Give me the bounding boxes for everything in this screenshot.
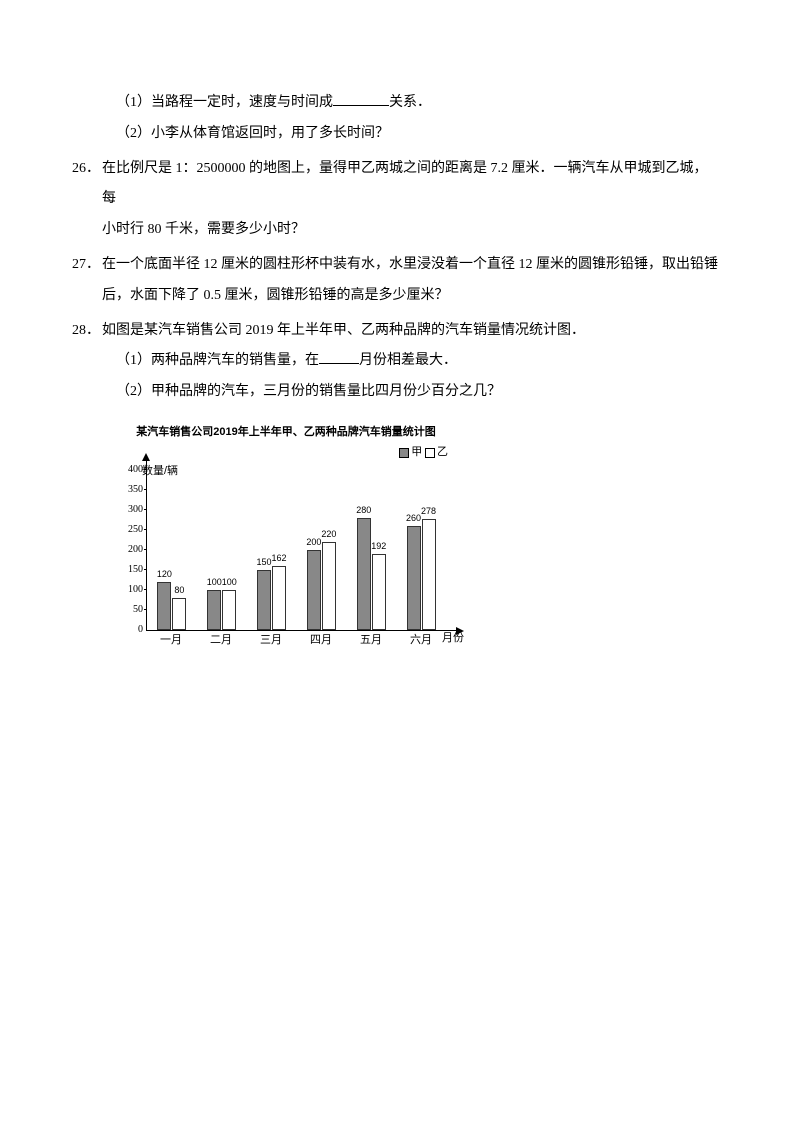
bar-value-label: 120: [157, 570, 172, 579]
axis-arrow-y-icon: [142, 453, 150, 461]
bar-group: 150162: [257, 566, 286, 631]
q26-num: 26．: [72, 154, 102, 216]
xtick-label: 二月: [205, 633, 237, 648]
bar-value-label: 80: [174, 586, 184, 595]
ytick-label: 100: [119, 585, 143, 595]
q27-line1: 在一个底面半径 12 厘米的圆柱形杯中装有水，水里浸没着一个直径 12 厘米的圆…: [102, 250, 721, 281]
chart-plot-area: 月份 12080100100150162200220280192260278 0…: [146, 461, 456, 631]
sales-chart: 某汽车销售公司2019年上半年甲、乙两种品牌汽车销量统计图 甲 乙 数量/辆 月…: [116, 420, 456, 649]
chart-xlabels: 一月 二月 三月 四月 五月 六月: [146, 631, 446, 648]
ytick-label: 300: [119, 505, 143, 515]
q28-sub1: （1）两种品牌汽车的销售量，在 月份相差最大．: [72, 346, 721, 377]
q28-line1: 如图是某汽车销售公司 2019 年上半年甲、乙两种品牌的汽车销量情况统计图．: [102, 316, 721, 347]
q28-sub2: （2）甲种品牌的汽车，三月份的销售量比四月份少百分之几？: [72, 377, 721, 408]
bar-series-b: 192: [372, 554, 386, 631]
q28-sub1-suffix: 月份相差最大．: [359, 353, 457, 368]
bar-series-b: 278: [422, 519, 436, 630]
q27-line2: 后，水面下降了 0.5 厘米，圆锥形铅锤的高是多少厘米？: [72, 281, 721, 312]
bar-value-label: 162: [272, 554, 287, 563]
q27: 27． 在一个底面半径 12 厘米的圆柱形杯中装有水，水里浸没着一个直径 12 …: [72, 250, 721, 281]
ytick-label: 400: [119, 465, 143, 475]
bar-group: 260278: [407, 519, 436, 630]
bar-group: 100100: [207, 590, 236, 630]
bar-series-a: 150: [257, 570, 271, 630]
bar-series-b: 162: [272, 566, 286, 631]
chart-bars: 12080100100150162200220280192260278: [147, 470, 446, 630]
q25-sub2: （2）小李从体育馆返回时，用了多长时间？: [72, 119, 721, 150]
chart-legend: 甲 乙: [116, 446, 456, 459]
ytick-mark: [144, 529, 147, 530]
ytick-label: 50: [119, 605, 143, 615]
ytick-mark: [144, 549, 147, 550]
q27-num: 27．: [72, 250, 102, 281]
bar-series-a: 100: [207, 590, 221, 630]
bar-series-a: 280: [357, 518, 371, 630]
xtick-label: 一月: [155, 633, 187, 648]
bar-group: 200220: [307, 542, 336, 630]
bar-value-label: 220: [321, 530, 336, 539]
ytick-mark: [144, 609, 147, 610]
bar-value-label: 200: [306, 538, 321, 547]
bar-series-b: 80: [172, 598, 186, 630]
ytick-mark: [144, 569, 147, 570]
ytick-label: 200: [119, 545, 143, 555]
legend-swatch-a: [399, 448, 409, 458]
ytick-mark: [144, 489, 147, 490]
ytick-label: 0: [119, 625, 143, 635]
bar-value-label: 278: [421, 507, 436, 516]
legend-label-b: 乙: [437, 446, 448, 458]
bar-series-b: 100: [222, 590, 236, 630]
bar-value-label: 100: [207, 578, 222, 587]
q25-sub1-suffix: 关系．: [389, 95, 431, 110]
q28-num: 28．: [72, 316, 102, 347]
legend-swatch-b: [425, 448, 435, 458]
ytick-mark: [144, 589, 147, 590]
bar-value-label: 260: [406, 514, 421, 523]
xtick-label: 六月: [405, 633, 437, 648]
blank-fill[interactable]: [319, 350, 359, 364]
q25-sub1-prefix: （1）当路程一定时，速度与时间成: [116, 95, 333, 110]
q28-sub1-prefix: （1）两种品牌汽车的销售量，在: [116, 353, 319, 368]
q26-line1: 在比例尺是 1：2500000 的地图上，量得甲乙两城之间的距离是 7.2 厘米…: [102, 154, 721, 216]
bar-value-label: 150: [257, 558, 272, 567]
blank-fill[interactable]: [333, 92, 389, 106]
ytick-label: 350: [119, 485, 143, 495]
ytick-mark: [144, 509, 147, 510]
bar-group: 280192: [357, 518, 386, 630]
xtick-label: 四月: [305, 633, 337, 648]
bar-group: 12080: [157, 582, 186, 630]
ytick-mark: [144, 469, 147, 470]
xtick-label: 五月: [355, 633, 387, 648]
bar-series-a: 200: [307, 550, 321, 630]
xtick-label: 三月: [255, 633, 287, 648]
bar-value-label: 280: [356, 506, 371, 515]
q26: 26． 在比例尺是 1：2500000 的地图上，量得甲乙两城之间的距离是 7.…: [72, 154, 721, 216]
legend-label-a: 甲: [411, 446, 422, 458]
bar-series-a: 120: [157, 582, 171, 630]
bar-value-label: 100: [222, 578, 237, 587]
chart-title: 某汽车销售公司2019年上半年甲、乙两种品牌汽车销量统计图: [116, 420, 456, 444]
q28: 28． 如图是某汽车销售公司 2019 年上半年甲、乙两种品牌的汽车销量情况统计…: [72, 316, 721, 347]
q25-sub1: （1）当路程一定时，速度与时间成 关系．: [72, 88, 721, 119]
q26-line2: 小时行 80 千米，需要多少小时？: [72, 215, 721, 246]
ytick-label: 150: [119, 565, 143, 575]
bar-value-label: 192: [371, 542, 386, 551]
ytick-label: 250: [119, 525, 143, 535]
bar-series-b: 220: [322, 542, 336, 630]
bar-series-a: 260: [407, 526, 421, 630]
